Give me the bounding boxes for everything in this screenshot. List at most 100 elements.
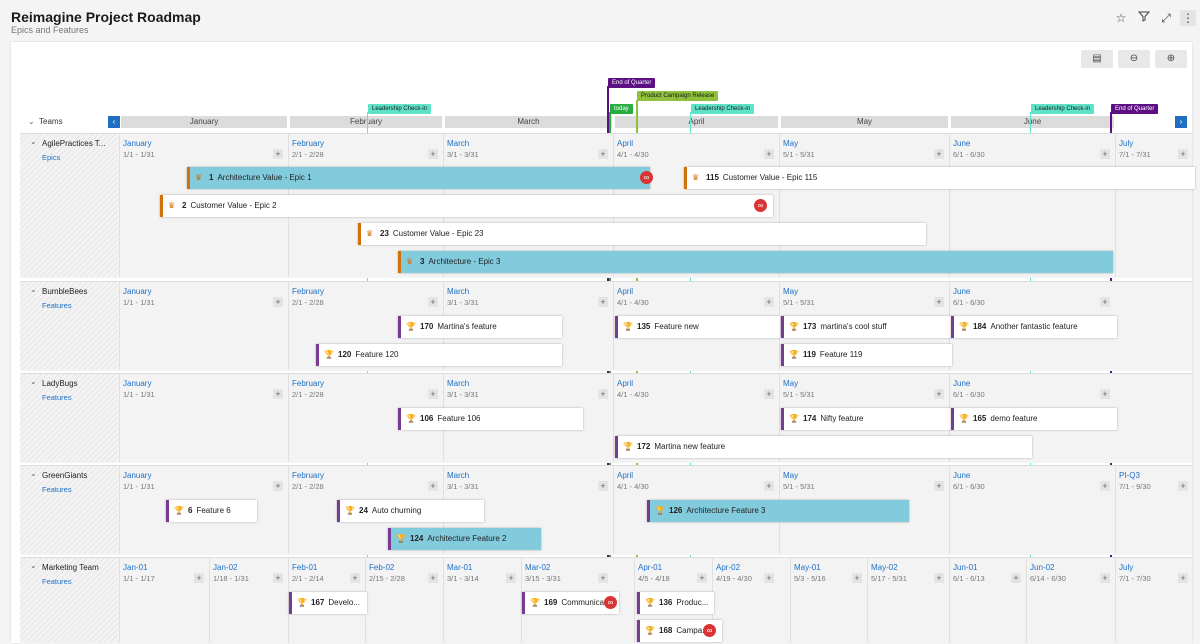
- dependency-icon[interactable]: ∞: [604, 596, 617, 609]
- iteration-name[interactable]: April: [617, 471, 634, 480]
- add-item-button[interactable]: +: [697, 573, 707, 583]
- iteration-name[interactable]: PI-Q3: [1119, 471, 1140, 480]
- zoom-in-icon[interactable]: ⊕: [1155, 50, 1187, 68]
- add-item-button[interactable]: +: [428, 389, 438, 399]
- team-backlog-link[interactable]: Features: [42, 301, 72, 310]
- add-item-button[interactable]: +: [506, 573, 516, 583]
- work-item-card[interactable]: 🏆 170 Martina's feature: [398, 316, 562, 338]
- iteration-name[interactable]: April: [617, 287, 634, 296]
- add-item-button[interactable]: +: [1178, 481, 1188, 491]
- add-item-button[interactable]: +: [934, 389, 944, 399]
- add-item-button[interactable]: +: [1178, 149, 1188, 159]
- work-item-card[interactable]: 🏆 126 Architecture Feature 3: [647, 500, 909, 522]
- work-item-card[interactable]: 🏆 124 Architecture Feature 2: [388, 528, 541, 550]
- add-item-button[interactable]: +: [934, 297, 944, 307]
- work-item-card[interactable]: 🏆 6 Feature 6: [166, 500, 257, 522]
- add-item-button[interactable]: +: [764, 297, 774, 307]
- work-item-card[interactable]: ♛ 1 Architecture Value - Epic 1: [187, 167, 650, 189]
- iteration-name[interactable]: January: [123, 287, 152, 296]
- add-item-button[interactable]: +: [428, 149, 438, 159]
- add-item-button[interactable]: +: [764, 389, 774, 399]
- iteration-name[interactable]: Apr-02: [716, 563, 741, 572]
- iteration-name[interactable]: July: [1119, 139, 1134, 148]
- chevron-down-icon[interactable]: ⌄: [30, 285, 37, 294]
- add-item-button[interactable]: +: [764, 481, 774, 491]
- chevron-down-icon[interactable]: ⌄: [30, 137, 37, 146]
- add-item-button[interactable]: +: [598, 297, 608, 307]
- dependency-icon[interactable]: ∞: [754, 199, 767, 212]
- marker-product-campaign-release[interactable]: Product Campaign Release: [637, 91, 719, 101]
- team-name[interactable]: Marketing Team: [42, 563, 99, 572]
- iteration-name[interactable]: July: [1119, 563, 1134, 572]
- add-item-button[interactable]: +: [1100, 481, 1110, 491]
- team-backlog-link[interactable]: Epics: [42, 153, 61, 162]
- iteration-name[interactable]: May: [783, 139, 799, 148]
- dependency-icon[interactable]: ∞: [703, 624, 716, 637]
- scroll-right-button[interactable]: ›: [1175, 116, 1187, 128]
- work-item-card[interactable]: 🏆 168 Campa...: [637, 620, 722, 642]
- iteration-name[interactable]: Mar-02: [525, 563, 551, 572]
- iteration-name[interactable]: May-02: [871, 563, 898, 572]
- add-item-button[interactable]: +: [1011, 573, 1021, 583]
- team-backlog-link[interactable]: Features: [42, 485, 72, 494]
- iteration-name[interactable]: May: [783, 471, 799, 480]
- work-item-card[interactable]: 🏆 167 Develo...: [289, 592, 367, 614]
- calendar-icon[interactable]: ▤: [1081, 50, 1113, 68]
- work-item-card[interactable]: 🏆 135 Feature new: [615, 316, 780, 338]
- iteration-name[interactable]: February: [292, 471, 325, 480]
- work-item-card[interactable]: 🏆 172 Martina new feature: [615, 436, 1032, 458]
- add-item-button[interactable]: +: [428, 481, 438, 491]
- add-item-button[interactable]: +: [598, 481, 608, 491]
- add-item-button[interactable]: +: [428, 573, 438, 583]
- iteration-name[interactable]: March: [447, 139, 470, 148]
- chevron-down-icon[interactable]: ⌄: [30, 377, 37, 386]
- iteration-name[interactable]: January: [123, 471, 152, 480]
- iteration-name[interactable]: March: [447, 287, 470, 296]
- add-item-button[interactable]: +: [852, 573, 862, 583]
- work-item-card[interactable]: 🏆 136 Produc...: [637, 592, 714, 614]
- add-item-button[interactable]: +: [598, 389, 608, 399]
- iteration-name[interactable]: Feb-01: [292, 563, 318, 572]
- team-backlog-link[interactable]: Features: [42, 393, 72, 402]
- team-name[interactable]: LadyBugs: [42, 379, 78, 388]
- marker-today[interactable]: today: [610, 104, 633, 114]
- chevron-down-icon[interactable]: ⌄: [30, 469, 37, 478]
- iteration-name[interactable]: Apr-01: [638, 563, 663, 572]
- iteration-name[interactable]: May: [783, 287, 799, 296]
- chevron-down-icon[interactable]: ⌄: [30, 561, 37, 570]
- work-item-card[interactable]: 🏆 165 demo feature: [951, 408, 1117, 430]
- work-item-card[interactable]: 🏆 120 Feature 120: [316, 344, 562, 366]
- add-item-button[interactable]: +: [598, 149, 608, 159]
- marker-leadership-check-in[interactable]: Leadership Check-in: [368, 104, 432, 114]
- iteration-name[interactable]: Jan-01: [123, 563, 148, 572]
- iteration-name[interactable]: June: [953, 471, 971, 480]
- marker-leadership-check-in[interactable]: Leadership Check-in: [691, 104, 755, 114]
- zoom-out-icon[interactable]: ⊖: [1118, 50, 1150, 68]
- add-item-button[interactable]: +: [273, 481, 283, 491]
- work-item-card[interactable]: 🏆 24 Auto churning: [337, 500, 484, 522]
- iteration-name[interactable]: March: [447, 471, 470, 480]
- add-item-button[interactable]: +: [1100, 297, 1110, 307]
- iteration-name[interactable]: Mar-01: [447, 563, 473, 572]
- team-name[interactable]: AgilePractices T...: [42, 139, 106, 148]
- work-item-card[interactable]: ♛ 115 Customer Value - Epic 115: [684, 167, 1195, 189]
- iteration-name[interactable]: May: [783, 379, 799, 388]
- work-item-card[interactable]: 🏆 184 Another fantastic feature: [951, 316, 1117, 338]
- iteration-name[interactable]: January: [123, 379, 152, 388]
- add-item-button[interactable]: +: [1100, 389, 1110, 399]
- add-item-button[interactable]: +: [273, 149, 283, 159]
- iteration-name[interactable]: June: [953, 379, 971, 388]
- filter-icon[interactable]: [1136, 10, 1152, 26]
- iteration-name[interactable]: February: [292, 287, 325, 296]
- iteration-name[interactable]: January: [123, 139, 152, 148]
- work-item-card[interactable]: 🏆 119 Feature 119: [781, 344, 952, 366]
- work-item-card[interactable]: 🏆 174 Nifty feature: [781, 408, 952, 430]
- add-item-button[interactable]: +: [350, 573, 360, 583]
- iteration-name[interactable]: March: [447, 379, 470, 388]
- iteration-name[interactable]: Jun-02: [1030, 563, 1055, 572]
- add-item-button[interactable]: +: [273, 297, 283, 307]
- add-item-button[interactable]: +: [934, 149, 944, 159]
- work-item-card[interactable]: 🏆 173 martina's cool stuff: [781, 316, 952, 338]
- work-item-card[interactable]: ♛ 2 Customer Value - Epic 2: [160, 195, 773, 217]
- dependency-icon[interactable]: ∞: [640, 171, 653, 184]
